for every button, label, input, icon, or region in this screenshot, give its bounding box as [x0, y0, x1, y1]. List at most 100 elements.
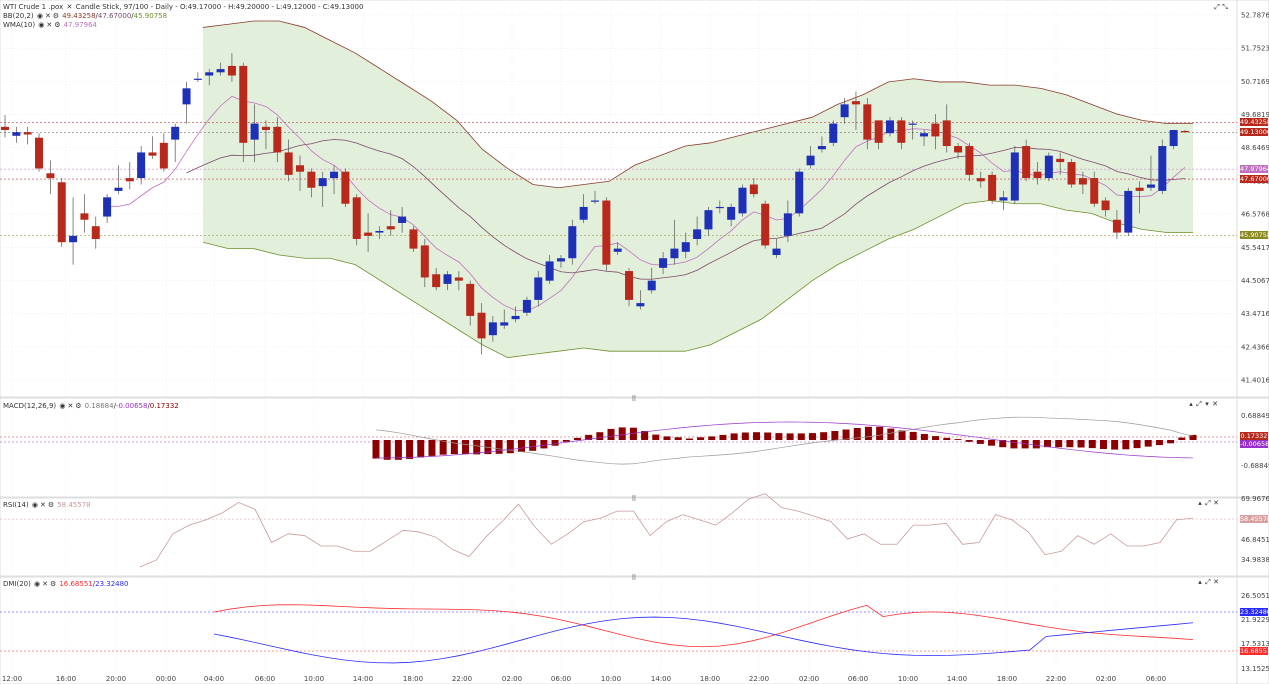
candle — [500, 322, 509, 326]
price-tag-bb-upper: 49.43258 — [1240, 118, 1269, 126]
expand-icon[interactable]: ⤢ — [1196, 400, 1202, 408]
candle — [602, 200, 611, 265]
rsi-line — [139, 493, 1194, 568]
collapse-icon[interactable]: ⤡ — [1222, 3, 1228, 11]
expand-icon[interactable]: ⤢ — [1214, 3, 1220, 11]
price-axis-label: 44.50673 — [1241, 277, 1269, 285]
candle — [171, 126, 180, 140]
eye-icon[interactable]: ◉ — [31, 501, 39, 509]
price-tag-last: 49.13000 — [1240, 128, 1269, 136]
rsi-value: 58.45578 — [57, 501, 91, 509]
macd-legend: MACD(12,26,9) ◉ ✕ ⚙ 0.18684/-0.00658/0.173… — [3, 402, 179, 410]
gear-icon[interactable]: ⚙ — [47, 501, 55, 509]
panel-border — [0, 576, 1269, 684]
candle — [420, 245, 429, 278]
minus-di-line — [213, 616, 1194, 664]
candle — [704, 210, 713, 230]
candle — [1135, 187, 1144, 191]
time-label: 02:00 — [1096, 675, 1116, 683]
candle — [284, 152, 293, 175]
expand-icon[interactable]: ⤢ — [1205, 499, 1211, 507]
macd-hist-bar — [864, 426, 872, 440]
macd-hist-bar — [1066, 440, 1074, 448]
panel-border — [0, 397, 1269, 498]
arrow-up-icon[interactable]: ▴ — [1198, 499, 1202, 507]
candle — [591, 200, 599, 202]
time-label: 22:00 — [1046, 675, 1066, 683]
eye-icon[interactable]: ◉ — [38, 21, 45, 29]
candle — [897, 120, 906, 143]
macd-hist-bar — [529, 440, 537, 451]
macd-hist-bar — [506, 440, 514, 454]
eye-icon[interactable]: ◉ — [36, 12, 43, 20]
close-icon[interactable]: ✕ — [67, 402, 74, 410]
candle — [625, 271, 634, 300]
candle — [761, 203, 770, 246]
arrow-up-icon[interactable]: ▴ — [1198, 578, 1202, 586]
dmi-axis-label: 26.50517 — [1241, 592, 1269, 600]
macd-hist-bar — [831, 431, 839, 440]
bb-mid-line — [186, 139, 1186, 280]
close-icon[interactable]: ✕ — [1213, 578, 1219, 586]
macd-value: 0.18684 — [84, 402, 114, 410]
price-axis-label: 48.64690 — [1241, 144, 1269, 152]
price-tag-bb-mid: 47.67000 — [1240, 175, 1269, 183]
macd-hist-bar — [685, 438, 693, 440]
eye-icon[interactable]: ◉ — [34, 580, 41, 588]
gear-icon[interactable]: ⚙ — [52, 12, 60, 20]
candle — [1101, 200, 1110, 211]
time-label: 06:00 — [848, 675, 868, 683]
gear-icon[interactable]: ⚙ — [75, 402, 82, 410]
arrow-up-icon[interactable]: ▴ — [1189, 400, 1193, 408]
candle — [874, 120, 883, 143]
gear-icon[interactable]: ⚙ — [54, 21, 61, 29]
candle — [375, 230, 384, 233]
candle — [727, 206, 736, 220]
close-icon[interactable]: ✕ — [42, 580, 49, 588]
close-icon[interactable]: ✕ — [1212, 400, 1218, 408]
candle — [1124, 190, 1133, 233]
price-tag-macd-signal: -0.00658 — [1240, 440, 1269, 448]
macd-hist-bar — [808, 433, 816, 440]
candle — [636, 303, 645, 307]
candle — [409, 229, 418, 249]
time-label: 16:00 — [56, 675, 76, 683]
arrow-down-icon[interactable]: ▾ — [1205, 400, 1209, 408]
candle — [908, 123, 917, 125]
time-label: 06:00 — [1146, 675, 1166, 683]
close-icon[interactable]: ✕ — [46, 21, 53, 29]
rsi-axis-label: 34.98384 — [1241, 556, 1269, 564]
rsi-axis-label: 69.96768 — [1241, 495, 1269, 503]
macd-hist-bar — [596, 432, 604, 440]
dmi-axis-label: 17.53138 — [1241, 640, 1269, 648]
candle — [693, 229, 702, 240]
close-icon[interactable]: ✕ — [1213, 499, 1219, 507]
time-label: 22:00 — [749, 675, 769, 683]
price-tag-minus-di: 23.32480 — [1240, 608, 1269, 616]
close-icon[interactable]: ✕ — [66, 3, 73, 11]
close-icon[interactable]: ✕ — [44, 12, 51, 20]
macd-hist-bar — [372, 440, 380, 459]
macd-hist-bar — [719, 434, 727, 440]
candle — [545, 261, 554, 281]
eye-icon[interactable]: ◉ — [59, 402, 66, 410]
time-label: 06:00 — [255, 675, 275, 683]
macd-hist-bar — [976, 440, 984, 444]
dmi-axis-label: 13.15259 — [1241, 665, 1269, 673]
price-tag-macd-hist: 0.17332 — [1240, 432, 1268, 440]
time-label: 02:00 — [502, 675, 522, 683]
macd-hist-bar — [876, 426, 884, 440]
bb-upper-line — [202, 20, 1193, 189]
macd-hist-bar — [820, 432, 828, 440]
close-icon[interactable]: ✕ — [40, 501, 46, 509]
expand-icon[interactable]: ⤢ — [1205, 578, 1211, 586]
bb-lower-value: 45.90758 — [133, 12, 168, 20]
dmi-panel-controls: ▴ ⤢ ✕ — [1196, 578, 1220, 587]
macd-hist-bar — [607, 428, 615, 440]
candle — [1090, 178, 1099, 204]
gear-icon[interactable]: ⚙ — [49, 580, 57, 588]
bb-lower-line — [202, 200, 1193, 359]
macd-hist-bar — [708, 436, 716, 440]
macd-hist-bar — [1111, 440, 1119, 450]
